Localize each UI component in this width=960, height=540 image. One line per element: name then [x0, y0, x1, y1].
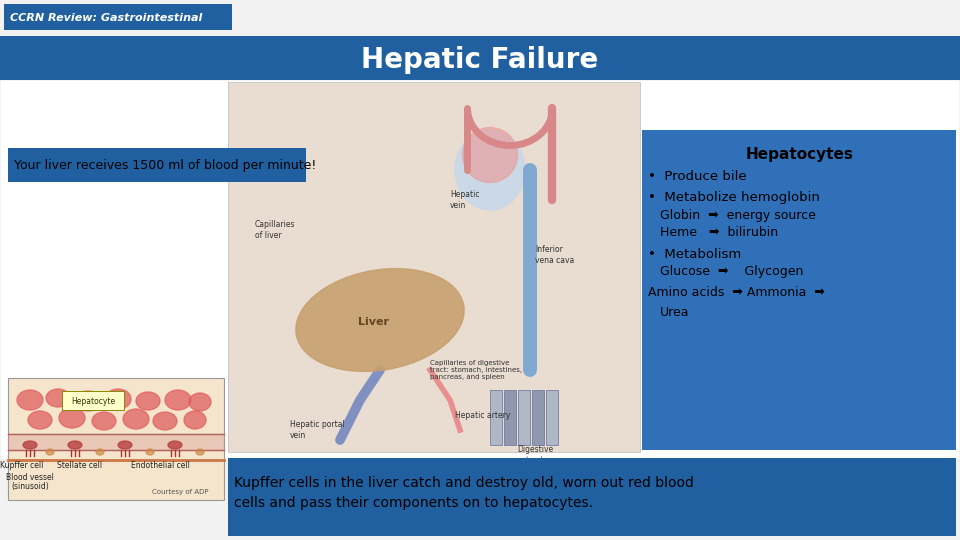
Text: •  Metabolize hemoglobin: • Metabolize hemoglobin: [648, 191, 820, 204]
FancyBboxPatch shape: [504, 390, 516, 445]
Text: Hepatocyte: Hepatocyte: [71, 396, 115, 406]
Text: cells and pass their components on to hepatocytes.: cells and pass their components on to he…: [234, 496, 593, 510]
FancyBboxPatch shape: [8, 378, 224, 500]
Ellipse shape: [59, 408, 85, 428]
Text: Your liver receives 1500 ml of blood per minute!: Your liver receives 1500 ml of blood per…: [14, 159, 317, 172]
Text: Inferior
vena cava: Inferior vena cava: [535, 245, 574, 265]
Ellipse shape: [23, 441, 37, 449]
Ellipse shape: [74, 391, 102, 411]
Ellipse shape: [46, 389, 70, 407]
FancyBboxPatch shape: [228, 458, 956, 536]
Text: Hepatic portal
vein: Hepatic portal vein: [290, 420, 345, 440]
Text: Digestive
tract: Digestive tract: [516, 446, 553, 465]
Ellipse shape: [96, 449, 104, 455]
FancyBboxPatch shape: [642, 130, 956, 450]
Text: Glucose  ➡    Glycogen: Glucose ➡ Glycogen: [660, 266, 804, 279]
Text: Liver: Liver: [358, 317, 389, 327]
FancyBboxPatch shape: [62, 391, 124, 410]
Text: (sinusoid): (sinusoid): [12, 482, 49, 491]
Ellipse shape: [196, 449, 204, 455]
FancyBboxPatch shape: [4, 4, 232, 30]
Ellipse shape: [189, 393, 211, 411]
FancyBboxPatch shape: [532, 390, 544, 445]
FancyBboxPatch shape: [0, 36, 960, 80]
Ellipse shape: [146, 449, 154, 455]
Text: Kupffer cell: Kupffer cell: [0, 461, 44, 470]
FancyBboxPatch shape: [546, 390, 558, 445]
Text: Kupffer cells in the liver catch and destroy old, worn out red blood: Kupffer cells in the liver catch and des…: [234, 476, 694, 490]
Text: Hepatic artery: Hepatic artery: [455, 410, 511, 420]
FancyBboxPatch shape: [228, 82, 640, 452]
Ellipse shape: [463, 127, 517, 183]
Ellipse shape: [136, 392, 160, 410]
Text: Hepatocytes: Hepatocytes: [746, 147, 854, 163]
Text: Globin  ➡  energy source: Globin ➡ energy source: [660, 210, 816, 222]
Text: Urea: Urea: [660, 306, 689, 319]
Ellipse shape: [165, 390, 191, 410]
Ellipse shape: [296, 268, 464, 372]
Ellipse shape: [123, 409, 149, 429]
Ellipse shape: [455, 130, 525, 210]
Ellipse shape: [105, 389, 131, 409]
Text: Courtesy of ADP: Courtesy of ADP: [152, 489, 208, 495]
Ellipse shape: [17, 390, 43, 410]
Text: •  Metabolism: • Metabolism: [648, 247, 741, 260]
FancyBboxPatch shape: [0, 80, 960, 460]
Text: Endothelial cell: Endothelial cell: [131, 461, 189, 470]
Ellipse shape: [118, 441, 132, 449]
Text: Blood vessel: Blood vessel: [6, 473, 54, 482]
Text: Hepatic Failure: Hepatic Failure: [361, 46, 599, 74]
Text: •  Produce bile: • Produce bile: [648, 171, 747, 184]
Ellipse shape: [68, 441, 82, 449]
Ellipse shape: [46, 449, 54, 455]
Text: CCRN Review: Gastrointestinal: CCRN Review: Gastrointestinal: [10, 13, 203, 23]
Text: Stellate cell: Stellate cell: [58, 461, 103, 470]
Text: Amino acids  ➡ Ammonia  ➡: Amino acids ➡ Ammonia ➡: [648, 286, 825, 299]
FancyBboxPatch shape: [8, 148, 306, 182]
FancyBboxPatch shape: [518, 390, 530, 445]
Ellipse shape: [92, 412, 116, 430]
Text: Heme   ➡  bilirubin: Heme ➡ bilirubin: [660, 226, 779, 240]
Text: Capillaries of digestive
tract: stomach, intestines,
pancreas, and spleen: Capillaries of digestive tract: stomach,…: [430, 360, 522, 380]
Ellipse shape: [184, 411, 206, 429]
Ellipse shape: [168, 441, 182, 449]
Text: Capillaries
of liver: Capillaries of liver: [255, 220, 296, 240]
Ellipse shape: [28, 411, 52, 429]
Text: Hepatic
vein: Hepatic vein: [450, 190, 479, 210]
Ellipse shape: [153, 412, 177, 430]
FancyBboxPatch shape: [490, 390, 502, 445]
